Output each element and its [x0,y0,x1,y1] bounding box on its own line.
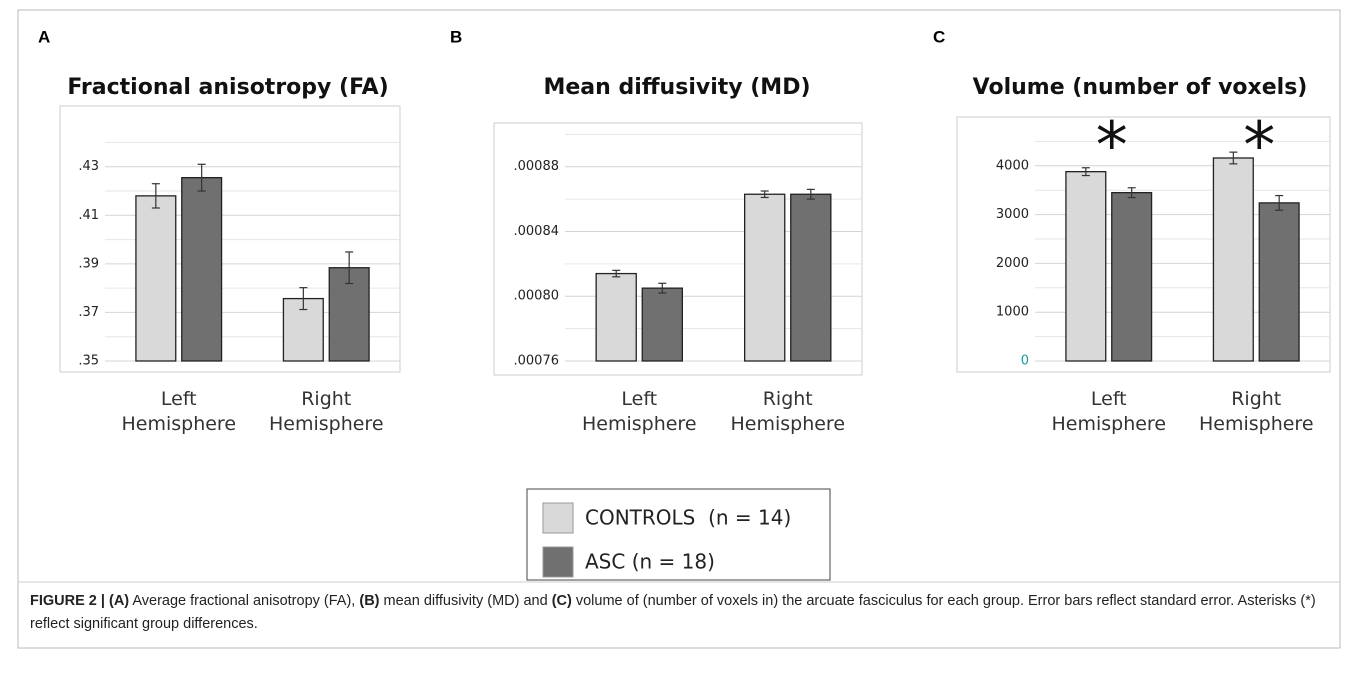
legend-swatch [542,546,574,578]
x-tick-label: Right Hemisphere [268,388,384,435]
y-tick-label: 1000 [996,305,1029,320]
error-bar [299,287,308,311]
bar [641,287,683,362]
y-tick-label: 0 [1021,354,1029,369]
legend-frame [526,488,831,581]
error-bar [1275,194,1284,211]
error-bar [197,163,206,192]
figure-frame [17,9,1341,649]
panel-label: A [38,27,50,46]
chart-title: Volume (number of voxels) [973,75,1308,100]
y-tick-label: .39 [78,256,99,271]
bar [595,272,637,362]
bar [1111,191,1153,362]
x-tick-label: Left Hemisphere [121,388,237,435]
x-tick-label: Right Hemisphere [1198,388,1314,435]
bar [135,195,177,362]
legend-label: ASC (n = 18) [585,550,715,574]
y-tick-label: .00080 [514,289,560,304]
caption-text: FIGURE 2 | (A) [30,593,130,609]
chart-title: Mean diffusivity (MD) [543,75,810,100]
error-bar [1229,151,1238,165]
caption: FIGURE 2 | (A) Average fractional anisot… [30,590,1330,636]
bar [790,193,832,362]
error-bar [345,251,354,285]
x-tick-label: Right Hemisphere [730,388,846,435]
bar [282,297,324,362]
error-bar [1127,187,1136,199]
caption-text: volume of (number of voxels in) the arcu… [30,593,1316,632]
bar [1258,202,1300,362]
caption-text: (B) [359,593,380,609]
error-bar [612,269,621,278]
error-bar [760,190,769,199]
error-bar [1081,167,1090,177]
bar [1212,157,1254,362]
bar [744,193,786,362]
y-tick-label: 3000 [996,207,1029,222]
panel-label: B [450,27,462,46]
error-bar [151,183,160,209]
y-tick-label: .00076 [514,354,560,369]
legend-swatch [542,502,574,534]
chart-title: Fractional anisotropy (FA) [67,75,388,100]
y-tick-label: .37 [78,305,99,320]
y-tick-label: 2000 [996,256,1029,271]
bar [181,176,223,362]
y-tick-label: .00088 [514,159,560,174]
x-tick-label: Left Hemisphere [1051,388,1167,435]
y-tick-label: .41 [78,208,99,223]
caption-text: (C) [551,593,572,609]
significance-asterisk: * [1243,110,1275,184]
bar [1065,171,1107,362]
caption-text: Average fractional anisotropy (FA), [129,593,360,609]
significance-asterisk: * [1096,110,1128,184]
caption-text: mean diffusivity (MD) and [379,593,552,609]
error-bar [806,188,815,200]
y-tick-label: .43 [78,159,99,174]
y-tick-label: .35 [78,354,99,369]
y-tick-label: 4000 [996,158,1029,173]
x-tick-label: Left Hemisphere [581,388,697,435]
y-tick-label: .00084 [514,224,560,239]
panel-label: C [933,27,945,46]
legend-label: CONTROLS (n = 14) [585,506,791,530]
error-bar [658,282,667,294]
